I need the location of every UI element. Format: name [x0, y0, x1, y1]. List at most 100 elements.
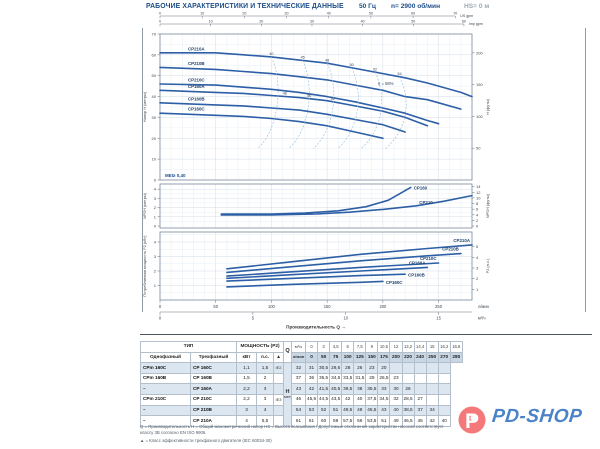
head-value — [437, 393, 451, 406]
efficiency-isoline — [288, 60, 310, 149]
axis-title: Потребляемая мощность P2 (кВт) — [142, 235, 147, 297]
head-value: 20 — [377, 362, 391, 374]
q-value-m3h: 9 — [365, 341, 379, 353]
q-value-lmin: 50 — [317, 351, 331, 364]
efficiency-value: 50 — [307, 94, 311, 98]
axis-tick-label: 40 — [327, 12, 331, 16]
page-title: РАБОЧИЕ ХАРАКТЕРИСТИКИ И ТЕХНИЧЕСКИЕ ДАН… — [146, 3, 344, 10]
q-value-m3h: 16,2 — [437, 341, 451, 353]
axis-unit-label: Imp gpm — [469, 22, 483, 26]
head-value: 32 — [291, 362, 306, 374]
chart-frame — [159, 33, 473, 181]
head-value: 30 — [389, 383, 403, 395]
head-value: 27 — [413, 393, 427, 406]
axis-tick-label: 0 — [154, 224, 157, 229]
head-value: 29 — [365, 372, 379, 385]
head-value: 42 — [304, 383, 319, 395]
head-value: 37,5 — [365, 393, 379, 406]
page-border-left — [142, 28, 143, 312]
q-value-lmin: 150 — [365, 351, 379, 364]
head-value: 40 — [353, 393, 367, 406]
axis-tick-label: 250 — [435, 304, 443, 309]
axis-tick-label: 0 — [159, 316, 162, 321]
q-value-m3h: 16,8 — [449, 341, 463, 353]
head-value: 40 — [389, 404, 403, 417]
head-value — [425, 362, 439, 374]
curve-CP210A — [159, 51, 473, 98]
axis-tick-label: 4 — [154, 187, 157, 192]
axis-tick-label: 100 — [476, 114, 483, 119]
head-value: 34 — [425, 404, 439, 417]
head-value: 38 — [353, 383, 367, 395]
head-value — [413, 362, 427, 374]
q-value-m3h: 7,5 — [353, 341, 367, 353]
curve-CP210B — [226, 252, 462, 274]
axis-tick-label: 6 — [476, 207, 479, 212]
axis-tick-label: 150 — [324, 304, 332, 309]
head-value: 23 — [365, 362, 379, 374]
axis-tick-label: 0 — [159, 12, 161, 16]
efficiency-value: 48 — [283, 92, 287, 96]
axis-tick-label: 100 — [268, 304, 276, 309]
pump-type-power-table: ТИП МОЩНОСТЬ (P2) Однофазный Трехфазный кВт л… — [139, 341, 285, 427]
power-hp: 2 — [256, 372, 275, 385]
head-value: 30,5 — [317, 362, 331, 374]
three-phase-model: CP 160C — [189, 362, 238, 374]
axis-tick-label: 50 — [152, 73, 157, 78]
axis-tick-label: 0 — [476, 224, 479, 229]
curve-CP160 — [220, 186, 412, 215]
axis-unit-label: м³/ч — [478, 316, 485, 321]
axis-tick-label: 200 — [476, 50, 483, 55]
mei-label: MEI≥ 0,40 — [165, 173, 186, 178]
head-value: 26,5 — [377, 372, 391, 385]
curve-CP160C — [226, 280, 384, 288]
curve-CP210A — [226, 244, 473, 270]
head-value: 52 — [317, 404, 331, 417]
power-header: МОЩНОСТЬ (P2) — [236, 341, 285, 353]
sub-header: кВт — [236, 351, 258, 364]
q-value-lmin: 250 — [425, 351, 439, 364]
head-value: 34,5 — [329, 372, 343, 385]
head-value: 48 — [353, 404, 367, 417]
power-hp: 3 — [256, 383, 275, 395]
head-value — [425, 383, 439, 395]
axis-tick-label: 60 — [152, 52, 157, 57]
axis-tick-label: 200 — [379, 304, 387, 309]
curve-label: CP160A — [409, 260, 426, 265]
head-value — [425, 372, 439, 385]
head-value: 53 — [304, 404, 319, 417]
power-hp: 1,5 — [256, 362, 275, 374]
p-droplet-icon: P — [458, 406, 486, 434]
curve-label: CP160C — [188, 107, 205, 112]
axis-tick-label: 4 — [476, 255, 479, 260]
head-value: 29,5 — [329, 362, 343, 374]
axis-tick-label: 40 — [361, 20, 365, 24]
curve-CP160A — [159, 89, 429, 127]
curve-label: CP160C — [386, 280, 403, 285]
head-value: 31,5 — [353, 372, 367, 385]
head-value — [401, 372, 415, 385]
droplet-icon — [470, 413, 476, 421]
pd-shop-logo[interactable]: P PD-SHOP — [452, 398, 597, 446]
head-value — [425, 393, 439, 406]
head-value: 40 — [437, 415, 451, 427]
head-value: 49,5 — [341, 404, 355, 417]
axis-tick-label: 50 — [476, 146, 481, 151]
axis-tick-label: 1 — [476, 287, 479, 292]
head-value: 45,5 — [365, 404, 379, 417]
logo-letter: P — [465, 410, 479, 433]
axis-tick-label: 3 — [154, 196, 157, 201]
h-label: Hметры — [283, 362, 292, 427]
efficiency-isoline — [257, 56, 279, 149]
head-value: 33 — [377, 383, 391, 395]
axis-title: P2 (л.с.) — [485, 258, 490, 274]
sub-header: Однофазный — [140, 351, 191, 364]
head-value: 43 — [377, 404, 391, 417]
q-value-lmin: 100 — [341, 351, 355, 364]
axis-tick-label: 4 — [154, 240, 157, 245]
axis-tick-label: 2 — [476, 276, 479, 281]
curve-CP210 — [220, 194, 473, 216]
curve-CP210B — [159, 66, 462, 110]
flow-axis-title: Производительность Q → — [286, 325, 346, 330]
